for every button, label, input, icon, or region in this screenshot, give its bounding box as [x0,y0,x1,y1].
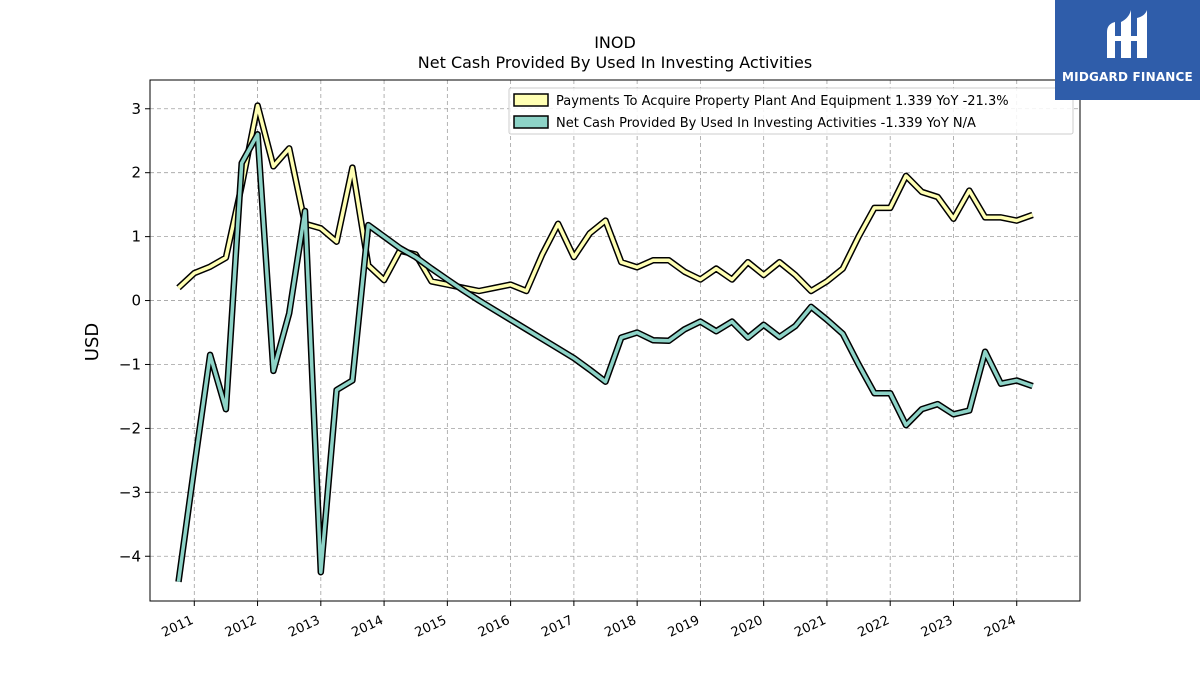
legend-box [508,87,1074,135]
x-tick-label: 2021 [792,613,828,641]
legend-entry-ppe: Payments To Acquire Property Plant And E… [556,94,1009,109]
y-tick-label: −2 [119,419,141,437]
series-layer [175,102,1034,583]
chart-title: INOD [594,33,636,52]
y-tick-label: −4 [119,547,141,565]
plot-frame [149,79,1081,602]
y-axis-label: USD [82,323,103,361]
x-tick-label: 2012 [223,613,259,641]
x-tick-label: 2014 [349,613,385,641]
logo-text: MIDGARD FINANCE [1062,70,1193,84]
grid [150,80,1080,601]
x-tick-label: 2024 [982,613,1018,641]
midgard-logo-icon [1107,10,1147,58]
x-tick-label: 2023 [919,613,955,641]
y-tick-label: −3 [119,483,141,501]
x-tick-label: 2020 [729,613,765,641]
axes: 3 2 1 0 −1 −2 −3 −4 2011 2012 2013 2014 2015 2016 2017… [119,100,1019,641]
x-tick-label: 2017 [539,613,575,641]
legend: Payments To Acquire Property Plant And E… [508,87,1074,135]
y-tick-label: −1 [119,355,141,373]
y-tick-label: 1 [131,228,141,246]
series-outline-1 [175,131,1034,583]
y-tick-label: 2 [131,164,141,182]
x-tick-label: 2022 [856,613,892,641]
x-tick-label: 2011 [160,613,196,641]
y-tick-label: 3 [131,100,141,118]
y-tick-label: 0 [131,292,141,310]
series-line-1 [176,132,1034,583]
legend-entry-investing: Net Cash Provided By Used In Investing A… [556,116,976,131]
x-tick-label: 2013 [286,613,322,641]
legend-swatch-ppe [513,93,549,107]
x-tick-label: 2018 [603,613,639,641]
midgard-finance-logo: MIDGARD FINANCE [1055,0,1200,100]
series-line-0 [177,103,1034,293]
chart-subtitle: Net Cash Provided By Used In Investing A… [418,53,812,72]
x-tick-label: 2016 [476,613,512,641]
x-tick-label: 2019 [666,613,702,641]
legend-swatch-investing [513,115,549,129]
x-tick-label: 2015 [413,613,449,641]
